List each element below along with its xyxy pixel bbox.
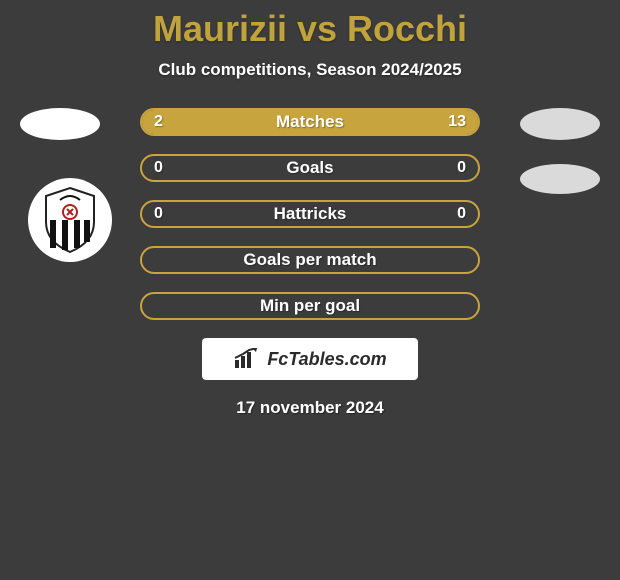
stat-bar-min-per-goal: Min per goal — [140, 292, 480, 320]
page-title: Maurizii vs Rocchi — [0, 0, 620, 50]
bar-label: Goals per match — [142, 248, 478, 272]
bar-label: Matches — [142, 110, 478, 134]
comparison-card: Maurizii vs Rocchi Club competitions, Se… — [0, 0, 620, 580]
bar-chart-icon — [233, 348, 261, 370]
bar-label: Min per goal — [142, 294, 478, 318]
bar-label: Hattricks — [142, 202, 478, 226]
logo-text: FcTables.com — [267, 349, 386, 370]
stat-bar-goals-per-match: Goals per match — [140, 246, 480, 274]
stat-bars: 2 Matches 13 0 Goals 0 0 Hattricks 0 — [140, 108, 480, 320]
stat-bar-goals: 0 Goals 0 — [140, 154, 480, 182]
bar-value-right: 0 — [457, 156, 466, 180]
player-badge-left — [20, 108, 100, 140]
stat-bar-hattricks: 0 Hattricks 0 — [140, 200, 480, 228]
subtitle: Club competitions, Season 2024/2025 — [0, 60, 620, 80]
club-crest-left — [28, 178, 112, 262]
club-badge-right — [520, 164, 600, 194]
date-label: 17 november 2024 — [0, 398, 620, 418]
player-badge-right — [520, 108, 600, 140]
bar-value-right: 0 — [457, 202, 466, 226]
shield-icon — [40, 186, 100, 254]
stat-bar-matches: 2 Matches 13 — [140, 108, 480, 136]
main-area: 2 Matches 13 0 Goals 0 0 Hattricks 0 — [0, 108, 620, 418]
source-logo: FcTables.com — [202, 338, 418, 380]
bar-value-right: 13 — [448, 110, 466, 134]
bar-label: Goals — [142, 156, 478, 180]
